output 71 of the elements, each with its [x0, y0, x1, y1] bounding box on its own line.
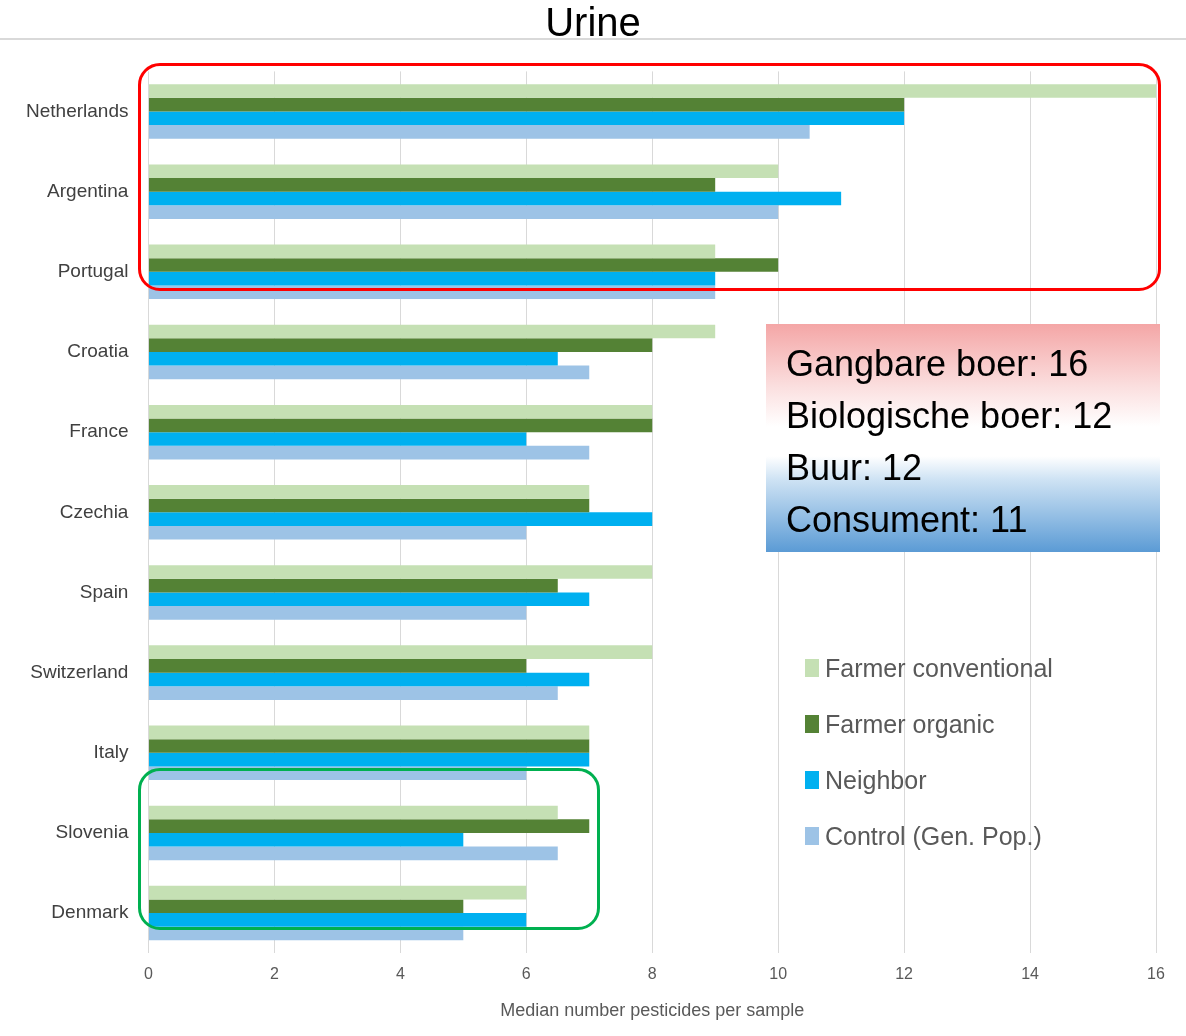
legend-label: Neighbor	[824, 764, 928, 796]
annotation: Consument: 11	[786, 498, 1029, 542]
y-tick-label: Denmark	[51, 901, 129, 923]
chart-title: Urine	[544, 0, 642, 45]
bar	[148, 832, 464, 847]
bar	[148, 244, 716, 259]
x-tick-label: 10	[769, 965, 788, 983]
x-tick-label: 0	[144, 965, 153, 983]
bar	[148, 351, 558, 366]
bar	[148, 498, 590, 513]
bar	[148, 97, 905, 112]
bar	[148, 125, 810, 139]
bar	[148, 191, 842, 206]
bar	[148, 819, 590, 833]
bar	[148, 686, 558, 700]
x-axis-title: Median number pesticides per sample	[500, 1000, 805, 1021]
bar	[148, 418, 653, 433]
bar	[148, 111, 905, 126]
x-tick-label: 2	[269, 965, 279, 983]
bar	[148, 258, 779, 272]
bar	[148, 338, 653, 352]
bar	[148, 645, 653, 659]
annotation: Buur: 12	[786, 446, 924, 490]
bar	[148, 178, 716, 192]
annotation: Biologische boer: 12	[786, 394, 1114, 438]
bar	[148, 805, 558, 820]
y-tick-label: Croatia	[67, 340, 129, 362]
bar	[148, 324, 716, 339]
annotation: Gangbare boer: 16	[786, 342, 1090, 386]
legend-label: Farmer conventional	[824, 652, 1053, 684]
x-tick-label: 8	[647, 965, 657, 983]
bar	[148, 739, 590, 753]
y-tick-label: Portugal	[57, 260, 129, 282]
bar	[148, 592, 590, 607]
bar	[148, 205, 779, 219]
bar	[148, 445, 590, 460]
bar	[148, 725, 590, 740]
bar	[148, 846, 558, 861]
y-tick-label: Italy	[93, 741, 129, 763]
bar	[148, 164, 779, 179]
bar	[148, 432, 527, 446]
bar	[148, 913, 527, 927]
x-tick-label: 4	[395, 965, 405, 983]
y-tick-label: Slovenia	[55, 821, 129, 843]
bar	[148, 752, 590, 767]
y-tick-label: Netherlands	[26, 99, 129, 121]
bar	[148, 606, 527, 620]
bar	[148, 404, 653, 419]
bar	[148, 578, 558, 593]
bar	[148, 899, 464, 914]
x-tick-label: 6	[521, 965, 531, 983]
bar	[148, 271, 716, 286]
bar	[148, 565, 653, 579]
bar	[148, 885, 527, 900]
bar	[148, 512, 653, 526]
x-tick-label: 12	[895, 965, 914, 983]
legend-label: Control (Gen. Pop.)	[824, 820, 1043, 852]
y-tick-label: Czechia	[59, 500, 129, 522]
bar	[148, 672, 590, 687]
y-tick-label: Switzerland	[30, 660, 129, 682]
x-tick-label: 16	[1147, 965, 1165, 983]
bar	[148, 84, 1156, 98]
bar	[148, 659, 527, 673]
y-tick-label: Spain	[79, 580, 129, 602]
bar	[148, 365, 590, 380]
y-tick-label: France	[69, 420, 129, 442]
bar	[148, 525, 527, 540]
y-tick-label: Argentina	[47, 179, 129, 201]
legend-label: Farmer organic	[824, 708, 996, 740]
bar	[148, 485, 590, 499]
x-tick-label: 14	[1021, 965, 1040, 983]
